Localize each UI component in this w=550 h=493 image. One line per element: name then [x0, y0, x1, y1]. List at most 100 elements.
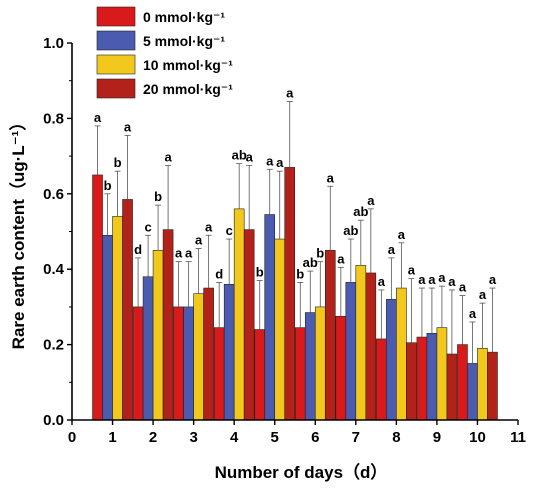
error-bars-layer	[94, 101, 496, 364]
significance-label-day6-series3: b	[316, 246, 324, 261]
significance-label-day3-series2: a	[185, 246, 193, 261]
significance-label-day9-series1: a	[418, 272, 426, 287]
bar-day3-series2	[183, 306, 194, 421]
x-tick-label: 7	[352, 429, 360, 446]
legend-swatch-series1	[96, 6, 136, 27]
significance-label-day9-series4: a	[448, 274, 456, 289]
y-tick-label: 0.6	[43, 186, 64, 203]
significance-label-day2-series1: d	[134, 242, 142, 257]
bar-day10-series2	[467, 363, 478, 421]
significance-label-day8-series2: a	[388, 242, 396, 257]
significance-label-day1-series2: b	[104, 178, 112, 193]
bar-day9-series3	[436, 327, 448, 421]
bar-day7-series4	[365, 272, 377, 421]
bar-day4-series3	[233, 208, 245, 421]
legend-label-series1: 0 mmol·kg⁻¹	[143, 9, 225, 25]
bar-day2-series4	[162, 229, 174, 421]
bar-day9-series4	[446, 353, 458, 421]
x-tick-label: 9	[433, 429, 441, 446]
bar-day8-series3	[396, 287, 407, 421]
bar-day5-series4	[284, 167, 296, 421]
significance-label-day3-series1: a	[175, 246, 183, 261]
x-tick-label: 5	[271, 429, 279, 446]
bar-day1-series3	[112, 216, 123, 421]
axes-layer: 0.0 0.2 0.4 0.6 0.8 1.0 0 1 2 3 4 5 6 7 8 9 10 11	[43, 35, 526, 446]
significance-label-day5-series2: a	[266, 153, 274, 168]
significance-label-day8-series1: a	[378, 274, 386, 289]
significance-label-day4-series3: ab	[232, 148, 247, 163]
bar-day10-series4	[487, 351, 498, 421]
y-tick-label: 0.4	[43, 261, 65, 278]
bar-day7-series3	[355, 265, 367, 421]
x-tick-label: 6	[311, 429, 319, 446]
significance-label-day8-series3: a	[398, 227, 406, 242]
legend-swatch-series4	[96, 78, 136, 99]
x-tick-label: 3	[189, 429, 197, 446]
legend-swatch-series2	[96, 30, 136, 51]
x-tick-label: 10	[469, 429, 486, 446]
significance-label-day10-series1: a	[459, 280, 467, 295]
bar-day4-series1	[213, 327, 225, 421]
y-tick-label: 0.2	[43, 337, 64, 354]
bar-day9-series2	[426, 332, 438, 421]
significance-label-day7-series4: a	[367, 193, 375, 208]
bar-day9-series1	[416, 336, 428, 421]
significance-label-day3-series3: a	[195, 232, 203, 247]
bar-day2-series1	[132, 306, 144, 421]
bar-day7-series2	[345, 282, 357, 421]
significance-label-day7-series2: ab	[343, 223, 358, 238]
bar-day8-series4	[406, 342, 417, 421]
bar-day1-series1	[92, 174, 103, 421]
significance-label-day6-series2: ab	[303, 255, 318, 270]
significance-label-day10-series2: a	[469, 306, 477, 321]
significance-label-day1-series1: a	[94, 110, 102, 125]
bar-day1-series4	[122, 199, 133, 421]
significance-label-day7-series3: ab	[353, 204, 368, 219]
significance-label-day2-series2: c	[144, 219, 151, 234]
legend-label-series4: 20 mmol·kg⁻¹	[143, 81, 233, 97]
y-tick-label: 0.0	[43, 412, 64, 429]
bar-day10-series1	[457, 344, 468, 421]
significance-label-day1-series3: b	[114, 155, 122, 170]
significance-label-day2-series4: a	[164, 150, 172, 165]
legend-label-series2: 5 mmol·kg⁻¹	[143, 33, 225, 49]
bar-day2-series3	[152, 250, 164, 421]
y-tick-label: 1.0	[43, 35, 64, 52]
bars-layer	[92, 167, 498, 421]
significance-label-day10-series3: a	[479, 287, 487, 302]
x-tick-label: 1	[108, 429, 116, 446]
x-tick-label: 8	[392, 429, 400, 446]
significance-label-day5-series3: a	[276, 155, 284, 170]
legend-swatch-series3	[96, 54, 136, 75]
significance-label-day5-series4: a	[286, 85, 294, 100]
bar-day8-series1	[376, 338, 387, 421]
significance-label-day4-series4: a	[246, 150, 254, 165]
bar-day4-series4	[243, 229, 255, 421]
bar-day7-series1	[335, 316, 347, 421]
significance-label-day2-series3: b	[154, 189, 162, 204]
x-tick-label: 2	[149, 429, 157, 446]
significance-label-day5-series1: b	[256, 265, 264, 280]
legend-label-series3: 10 mmol·kg⁻¹	[143, 57, 233, 73]
x-tick-label: 11	[510, 429, 526, 446]
bar-day8-series2	[386, 299, 397, 421]
x-axis-title: Number of days（d）	[215, 462, 388, 482]
legend: 0 mmol·kg⁻¹ 5 mmol·kg⁻¹ 10 mmol·kg⁻¹ 20 mmo…	[96, 6, 233, 99]
bar-day1-series2	[102, 234, 113, 421]
bar-day6-series4	[324, 250, 336, 421]
bar-day6-series2	[304, 312, 316, 421]
bar-day3-series3	[193, 293, 204, 421]
bar-day10-series3	[477, 348, 488, 421]
significance-label-day1-series4: a	[124, 119, 132, 134]
y-tick-label: 0.8	[43, 110, 64, 127]
bar-day6-series1	[294, 327, 306, 421]
significance-label-day9-series2: a	[428, 272, 436, 287]
significance-label-day4-series1: d	[215, 266, 223, 281]
y-axis-title: Rare earth content（ug·L⁻¹）	[8, 114, 28, 350]
significance-label-day4-series2: c	[226, 223, 233, 238]
significance-label-day6-series4: a	[327, 170, 335, 185]
bar-day4-series2	[223, 283, 235, 421]
significance-label-day9-series3: a	[438, 270, 446, 285]
bar-day2-series2	[142, 276, 154, 421]
